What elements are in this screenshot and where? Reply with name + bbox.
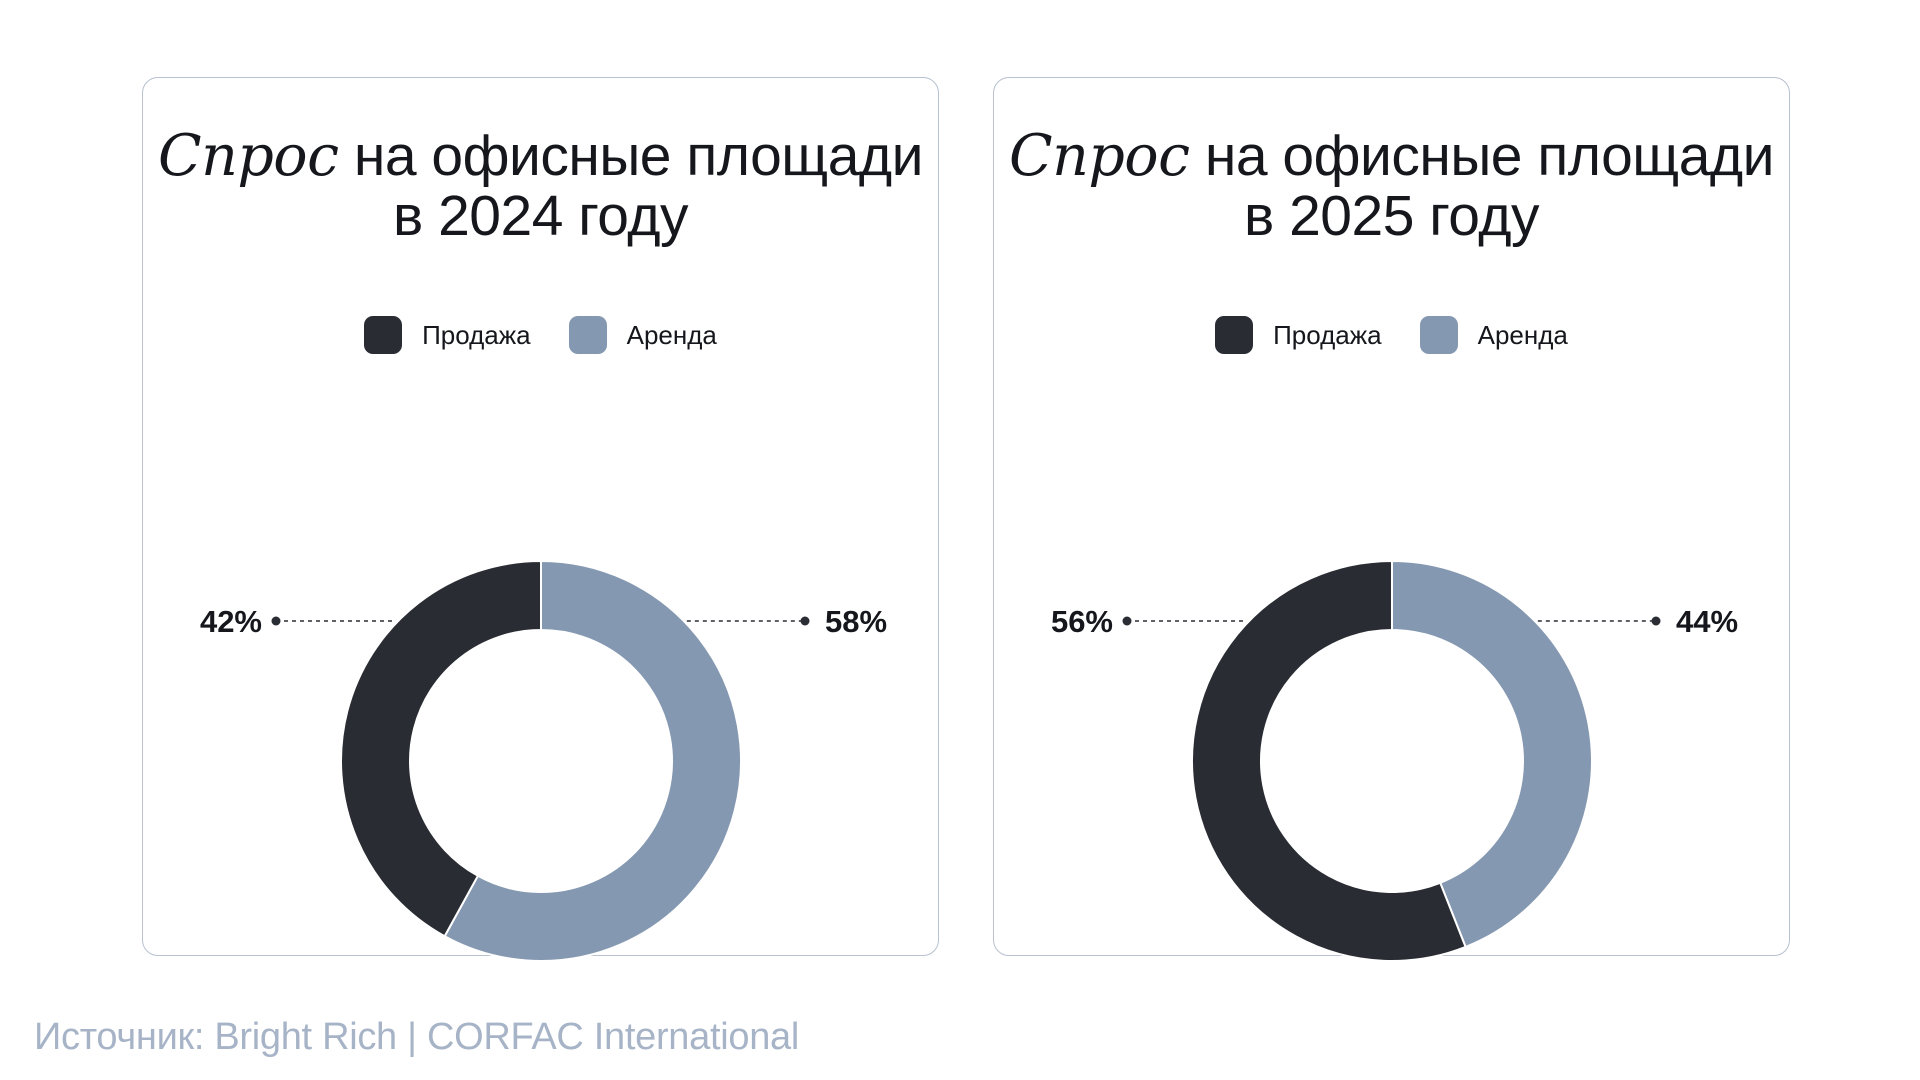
legend-swatch-rent [1419, 316, 1458, 354]
chart-legend: Продажа Аренда [143, 316, 938, 354]
donut-chart-2024: 42% 58% [200, 559, 887, 962]
chart-title: Спрос на офисные площади в 2025 году [994, 126, 1789, 246]
legend-label-rent: Аренда [1477, 319, 1568, 350]
legend-label-sale: Продажа [1273, 319, 1382, 350]
donut-slice-sale [340, 559, 542, 938]
data-label-rent: 58% [825, 604, 887, 639]
data-label-rent: 44% [1676, 604, 1738, 639]
leader-dot-sale [271, 616, 281, 626]
leader-dot-sale [1122, 616, 1132, 626]
legend-item-rent: Аренда [1419, 316, 1568, 354]
data-label-sale: 42% [200, 604, 262, 639]
data-label-sale: 56% [1051, 604, 1113, 639]
donut-slice-rent [1391, 559, 1593, 949]
chart-title-emphasis: Спрос [1009, 123, 1190, 189]
donut-slice-sale [1191, 559, 1467, 962]
legend-label-sale: Продажа [422, 319, 531, 350]
leader-dot-rent [800, 616, 810, 626]
leader-dot-rent [1651, 616, 1661, 626]
source-note: Источник: Bright Rich | CORFAC Internati… [34, 1016, 800, 1058]
legend-item-sale: Продажа [1215, 316, 1382, 354]
legend-item-sale: Продажа [364, 316, 531, 354]
chart-title-rest: на офисные площади [1189, 124, 1775, 188]
donut-chart-2025: 56% 44% [1051, 559, 1738, 962]
chart-title-rest: на офисные площади [338, 124, 924, 188]
chart-card-2025: Спрос на офисные площади в 2025 году Про… [993, 77, 1790, 962]
legend-swatch-rent [568, 316, 607, 354]
chart-title: Спрос на офисные площади в 2024 году [143, 126, 938, 246]
legend-swatch-sale [364, 316, 403, 354]
chart-title-line2: в 2025 году [1243, 184, 1540, 248]
donut-slice-rent [443, 559, 742, 962]
legend-item-rent: Аренда [568, 316, 717, 354]
legend-swatch-sale [1215, 316, 1254, 354]
legend-label-rent: Аренда [626, 319, 717, 350]
chart-legend: Продажа Аренда [994, 316, 1789, 354]
chart-title-line2: в 2024 году [392, 184, 689, 248]
chart-card-2024: Спрос на офисные площади в 2024 году Про… [142, 77, 939, 962]
chart-title-emphasis: Спрос [158, 123, 339, 189]
